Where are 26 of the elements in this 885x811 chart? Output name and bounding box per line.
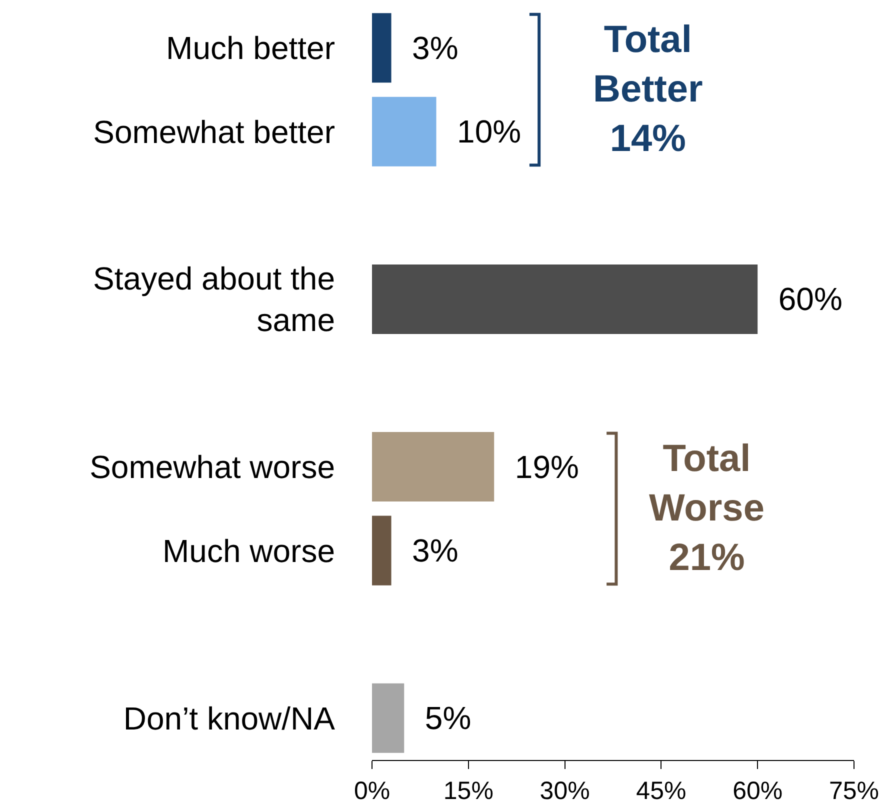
bar <box>372 432 494 502</box>
y-tick-label: Somewhat better <box>93 114 336 150</box>
annotation: Total Better 14% <box>593 19 704 160</box>
data-label: 10% <box>439 114 522 150</box>
data-label: 19% <box>497 448 579 485</box>
data-label: 3% <box>394 30 458 66</box>
bar <box>372 683 404 753</box>
x-tick-label: 45% <box>636 777 686 805</box>
x-tick-label: 30% <box>540 777 590 805</box>
y-tick-label: Much better <box>166 30 336 66</box>
data-label: 5% <box>407 700 472 736</box>
y-tick-label: Don’t know/NA <box>123 700 336 736</box>
x-tick-label: 75% <box>828 777 880 805</box>
y-tick-label: Stayed about the same <box>93 260 335 338</box>
bar <box>372 264 758 334</box>
x-tick-label: 15% <box>443 777 494 805</box>
x-tick-label: 0% <box>354 777 390 805</box>
data-label: 60% <box>760 281 842 318</box>
annotation: Total Worse 21% <box>649 438 764 579</box>
bar <box>372 516 392 586</box>
bar <box>372 96 436 166</box>
bar <box>372 13 392 83</box>
data-label: 3% <box>394 532 458 569</box>
y-tick-label: Much worse <box>162 532 335 569</box>
y-tick-label: Somewhat worse <box>90 448 335 485</box>
x-tick-label: 60% <box>732 777 783 805</box>
